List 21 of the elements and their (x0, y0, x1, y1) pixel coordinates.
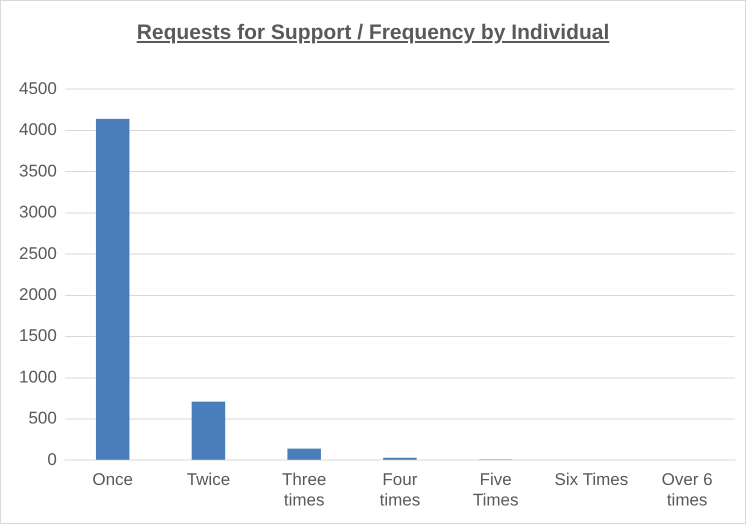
y-tick-label: 2000 (18, 285, 57, 304)
x-tick-label: Twice (186, 470, 230, 490)
y-tick-label: 4500 (18, 78, 57, 98)
y-tick-label: 1500 (18, 326, 57, 346)
y-tick-label: 2500 (18, 244, 57, 263)
x-tick-label: Six Times (554, 470, 628, 490)
chart-title: Requests for Support / Frequency by Individual (136, 21, 610, 45)
bar (96, 118, 130, 460)
y-tick-label: 0 (47, 450, 57, 469)
y-tick-label: 4000 (18, 120, 57, 140)
bar (287, 448, 321, 460)
y-tick-label: 3000 (18, 202, 57, 222)
bar (192, 402, 226, 460)
y-tick-label: 500 (28, 408, 57, 428)
x-tick-label: Three times (282, 470, 326, 510)
x-tick-label: Once (92, 470, 134, 490)
x-tick-label: Five Times (472, 470, 518, 510)
x-tick-label: Four times (380, 470, 420, 510)
y-tick-label: 1000 (18, 367, 57, 386)
y-tick-label: 3500 (18, 161, 57, 180)
x-tick-label: Over 6 times (662, 470, 713, 510)
